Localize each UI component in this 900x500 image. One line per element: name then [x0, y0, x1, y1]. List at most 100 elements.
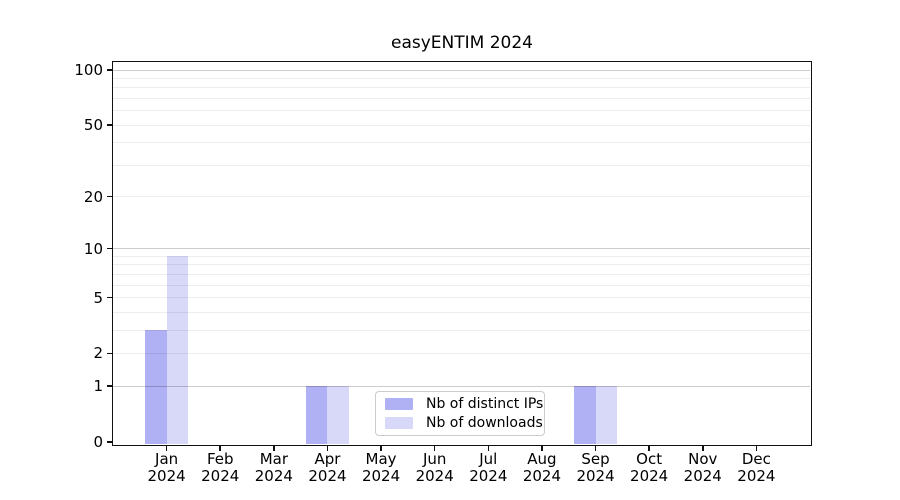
x-tick-mark-dec — [755, 445, 758, 451]
x-tick-year: 2024 — [737, 467, 776, 485]
x-tick-label-jun: Jun 2024 — [395, 451, 475, 485]
x-tick-month: Jan — [155, 450, 179, 468]
x-tick-year: 2024 — [147, 467, 186, 485]
x-tick-mark-may — [380, 445, 382, 451]
gridline-minor-80 — [113, 87, 810, 89]
x-tick-mark-aug — [541, 445, 543, 451]
gridline-minor-4 — [113, 311, 810, 313]
gridline-minor-60 — [113, 110, 810, 112]
gridline-minor-2 — [113, 352, 810, 354]
x-tick-month: Dec — [741, 450, 771, 468]
x-tick-year: 2024 — [361, 467, 401, 485]
chart-title: easyENTIM 2024 — [391, 33, 533, 53]
x-tick-month: May — [365, 450, 397, 468]
x-tick-label-apr: Apr 2024 — [287, 451, 367, 485]
gridline-major-100 — [113, 69, 810, 71]
gridline-minor-30 — [113, 164, 810, 166]
x-tick-mark-nov — [702, 445, 704, 451]
x-tick-month: Feb — [206, 450, 234, 468]
x-tick-label-aug: Aug 2024 — [502, 451, 582, 485]
x-tick-mark-apr — [326, 445, 329, 451]
x-tick-month: Jun — [422, 450, 447, 468]
x-tick-month: Jul — [479, 450, 498, 468]
legend-label-distinct-ips: Nb of distinct IPs — [426, 396, 544, 412]
x-tick-year: 2024 — [201, 467, 240, 485]
x-tick-year: 2024 — [576, 467, 615, 485]
gridline-minor-90 — [113, 77, 810, 79]
y-tick-label-100: 100 — [74, 61, 103, 79]
gridline-minor-50 — [113, 124, 810, 126]
x-tick-month: Sep — [581, 450, 610, 468]
x-tick-label-oct: Oct 2024 — [609, 451, 689, 485]
y-tick-label-2: 2 — [93, 344, 103, 363]
y-tick-mark-5 — [107, 296, 112, 299]
y-tick-label-5: 5 — [93, 288, 103, 307]
y-tick-mark-0 — [107, 441, 112, 443]
gridline-minor-8 — [113, 264, 810, 266]
x-tick-year: 2024 — [254, 467, 293, 485]
x-tick-year: 2024 — [630, 467, 669, 485]
x-tick-year: 2024 — [469, 467, 508, 485]
y-tick-label-50: 50 — [83, 116, 103, 135]
y-tick-mark-50 — [107, 124, 112, 126]
x-tick-label-jul: Jul 2024 — [448, 451, 528, 485]
y-tick-mark-1 — [107, 385, 112, 387]
y-tick-mark-100 — [107, 69, 112, 71]
gridline-minor-7 — [113, 273, 810, 275]
gridline-major-1 — [113, 385, 810, 387]
legend-item-downloads: Nb of downloads — [385, 415, 543, 431]
x-tick-label-sep: Sep 2024 — [556, 451, 636, 485]
x-tick-mark-jul — [487, 445, 490, 451]
x-tick-label-feb: Feb 2024 — [180, 451, 260, 485]
gridline-minor-20 — [113, 196, 810, 198]
x-tick-year: 2024 — [308, 467, 347, 485]
y-tick-label-0: 0 — [93, 433, 103, 451]
legend-label-downloads: Nb of downloads — [426, 415, 543, 431]
bar-apr-s0 — [305, 386, 328, 444]
x-tick-label-nov: Nov 2024 — [663, 451, 743, 485]
gridline-minor-9 — [113, 255, 810, 257]
x-tick-year: 2024 — [683, 467, 722, 485]
gridline-minor-3 — [113, 329, 810, 331]
x-tick-mark-jan — [165, 445, 168, 451]
x-tick-month: Aug — [527, 450, 557, 468]
x-tick-year: 2024 — [522, 467, 562, 485]
legend-swatch-downloads — [385, 417, 413, 429]
gridline-minor-70 — [113, 97, 810, 99]
y-tick-mark-20 — [107, 195, 112, 198]
bar-jan-s0 — [145, 330, 167, 444]
bar-apr-s1 — [327, 386, 349, 444]
bars-layer — [113, 62, 810, 444]
y-tick-label-20: 20 — [83, 187, 103, 206]
bar-sep-s1 — [595, 386, 618, 444]
x-tick-month: Nov — [688, 450, 718, 468]
gridline-minor-5 — [113, 297, 810, 299]
legend-item-distinct-ips: Nb of distinct IPs — [385, 396, 543, 412]
y-tick-mark-10 — [107, 247, 112, 250]
x-tick-label-dec: Dec 2024 — [716, 451, 796, 485]
x-tick-label-mar: Mar 2024 — [234, 451, 314, 485]
gridline-minor-6 — [113, 284, 810, 286]
x-tick-label-may: May 2024 — [341, 451, 421, 485]
bar-sep-s0 — [574, 386, 596, 444]
gridline-minor-40 — [113, 142, 810, 144]
x-tick-year: 2024 — [415, 467, 454, 485]
x-tick-month: Apr — [314, 450, 341, 468]
legend: Nb of distinct IPs Nb of downloads — [375, 391, 545, 436]
y-tick-mark-2 — [107, 352, 112, 355]
gridline-major-10 — [113, 248, 810, 250]
x-tick-mark-jun — [433, 445, 436, 451]
x-tick-month: Oct — [636, 450, 663, 468]
x-tick-mark-mar — [273, 445, 275, 451]
bar-jan-s1 — [166, 256, 189, 444]
y-tick-label-10: 10 — [83, 239, 103, 258]
x-tick-mark-oct — [648, 445, 650, 451]
x-tick-month: Mar — [259, 450, 288, 468]
y-tick-label-1: 1 — [93, 377, 103, 396]
x-tick-mark-feb — [219, 445, 221, 451]
x-tick-label-jan: Jan 2024 — [127, 451, 207, 485]
legend-swatch-distinct-ips — [385, 398, 413, 410]
grid-layer — [113, 62, 810, 444]
x-tick-mark-sep — [594, 445, 597, 451]
